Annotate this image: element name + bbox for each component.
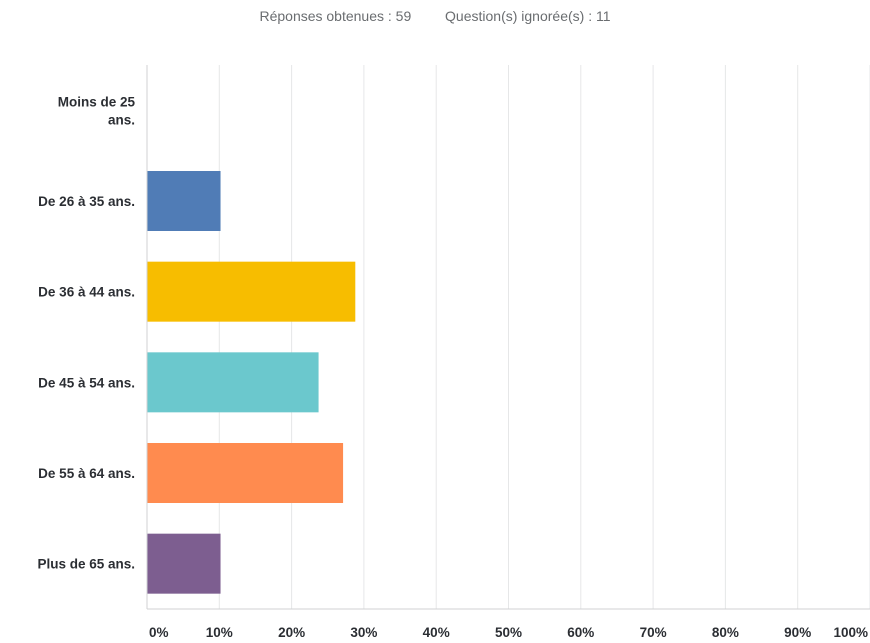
x-tick-label: 20% bbox=[278, 625, 305, 640]
x-tick-label: 100% bbox=[833, 625, 868, 640]
answered-count: Réponses obtenues : 59 bbox=[259, 8, 412, 24]
category-label: De 55 à 64 ans. bbox=[38, 466, 135, 481]
skipped-count: Question(s) ignorée(s) : 11 bbox=[445, 8, 611, 24]
x-tick-label: 10% bbox=[206, 625, 233, 640]
category-label: Moins de 25 ans. bbox=[58, 94, 136, 127]
category-label: Plus de 65 ans. bbox=[37, 557, 135, 572]
response-summary: Réponses obtenues : 59 Question(s) ignor… bbox=[0, 8, 870, 24]
x-tick-label: 0% bbox=[149, 625, 169, 640]
category-label: De 36 à 44 ans. bbox=[38, 285, 135, 300]
x-tick-label: 80% bbox=[712, 625, 739, 640]
bar-3 bbox=[147, 261, 356, 322]
x-tick-label: 40% bbox=[423, 625, 450, 640]
x-tick-label: 30% bbox=[350, 625, 377, 640]
x-tick-label: 70% bbox=[640, 625, 667, 640]
bar-5 bbox=[147, 443, 344, 503]
x-tick-label: 60% bbox=[567, 625, 594, 640]
bar-6 bbox=[147, 533, 221, 594]
category-label: De 45 à 54 ans. bbox=[38, 375, 135, 390]
category-label: De 26 à 35 ans. bbox=[38, 194, 135, 209]
x-tick-label: 50% bbox=[495, 625, 522, 640]
bar-4 bbox=[147, 352, 319, 413]
bar-2 bbox=[147, 171, 221, 231]
x-tick-label: 90% bbox=[784, 625, 811, 640]
